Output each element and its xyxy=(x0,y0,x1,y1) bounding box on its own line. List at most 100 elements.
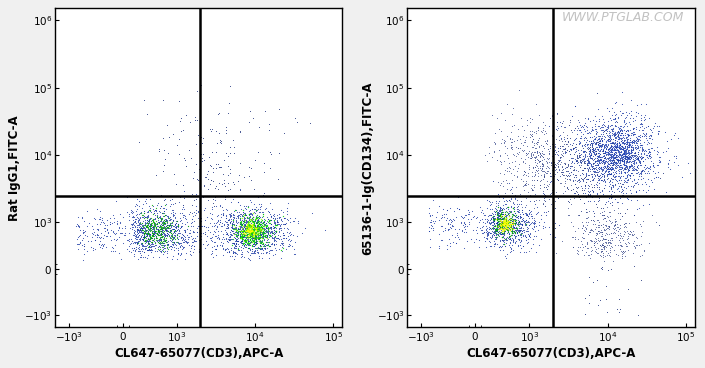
Point xyxy=(77,242,88,248)
Point xyxy=(239,219,250,225)
Point xyxy=(162,215,173,220)
Point xyxy=(207,251,218,256)
Point xyxy=(492,209,503,215)
Point xyxy=(256,241,267,247)
Point xyxy=(504,227,515,233)
Point xyxy=(221,237,232,243)
Point xyxy=(566,219,577,225)
Point xyxy=(520,169,531,174)
Point xyxy=(563,162,574,168)
Point xyxy=(492,224,503,230)
Point xyxy=(528,152,539,158)
Point xyxy=(265,213,276,219)
Point xyxy=(604,132,615,138)
Point xyxy=(628,150,639,156)
Point xyxy=(623,154,634,160)
Point xyxy=(488,217,499,223)
Point xyxy=(220,246,231,252)
Point xyxy=(608,159,619,164)
Point xyxy=(215,138,226,144)
Point xyxy=(145,247,156,252)
Point xyxy=(106,220,118,226)
Point xyxy=(165,197,176,203)
Point xyxy=(148,231,159,237)
Point xyxy=(240,212,252,218)
Point xyxy=(605,184,616,190)
Point xyxy=(637,219,649,224)
Point xyxy=(491,220,502,226)
Point xyxy=(142,209,153,215)
Point xyxy=(154,237,165,243)
Point xyxy=(611,156,622,162)
Point xyxy=(265,225,276,231)
Point xyxy=(630,189,642,195)
Point xyxy=(233,178,244,184)
Point xyxy=(603,146,615,152)
Point xyxy=(516,204,527,209)
Point xyxy=(582,166,594,172)
Point xyxy=(147,226,158,232)
Point xyxy=(133,243,145,248)
Point xyxy=(570,184,582,190)
Point xyxy=(262,214,273,220)
Point xyxy=(141,215,152,221)
Point xyxy=(513,229,525,235)
Point xyxy=(505,209,516,215)
Point xyxy=(510,238,521,244)
Point xyxy=(280,246,291,252)
Point xyxy=(507,224,518,230)
Point xyxy=(235,244,247,250)
Point xyxy=(240,238,252,244)
Point xyxy=(210,195,221,201)
Point xyxy=(501,226,512,232)
Point xyxy=(235,230,247,236)
Point xyxy=(142,255,153,261)
Point xyxy=(593,139,604,145)
Point xyxy=(78,229,90,235)
Point xyxy=(460,226,471,232)
Point xyxy=(621,136,632,142)
Point xyxy=(584,164,595,170)
Point xyxy=(235,224,247,230)
Point xyxy=(145,224,156,230)
Point xyxy=(575,158,586,163)
Point xyxy=(258,226,269,232)
Point xyxy=(615,125,626,131)
Point xyxy=(477,230,488,236)
Point xyxy=(237,229,248,235)
Point xyxy=(545,179,556,185)
Point xyxy=(147,232,158,238)
Point xyxy=(535,142,546,148)
Point xyxy=(631,126,642,132)
Point xyxy=(603,146,614,152)
Point xyxy=(250,240,261,245)
Point xyxy=(222,238,233,244)
Point xyxy=(599,243,610,249)
Point xyxy=(251,226,262,232)
Point xyxy=(243,231,254,237)
Point xyxy=(166,227,177,233)
Point xyxy=(498,216,510,222)
Point xyxy=(603,168,615,174)
Point xyxy=(252,240,263,245)
Point xyxy=(159,217,171,223)
Point xyxy=(591,137,603,143)
Point xyxy=(591,246,602,252)
Point xyxy=(108,248,119,254)
Point xyxy=(210,203,221,209)
Point xyxy=(227,223,238,229)
Point xyxy=(255,233,266,239)
Point xyxy=(608,158,619,163)
Point xyxy=(586,163,597,169)
Point xyxy=(428,227,439,233)
Point xyxy=(266,230,277,236)
Point xyxy=(99,222,111,228)
Point xyxy=(586,166,597,172)
Point xyxy=(613,183,624,189)
Point xyxy=(258,160,269,166)
Point xyxy=(155,192,166,198)
Point xyxy=(256,226,267,231)
Point xyxy=(537,177,548,183)
Point xyxy=(229,242,240,248)
Point xyxy=(524,155,535,161)
